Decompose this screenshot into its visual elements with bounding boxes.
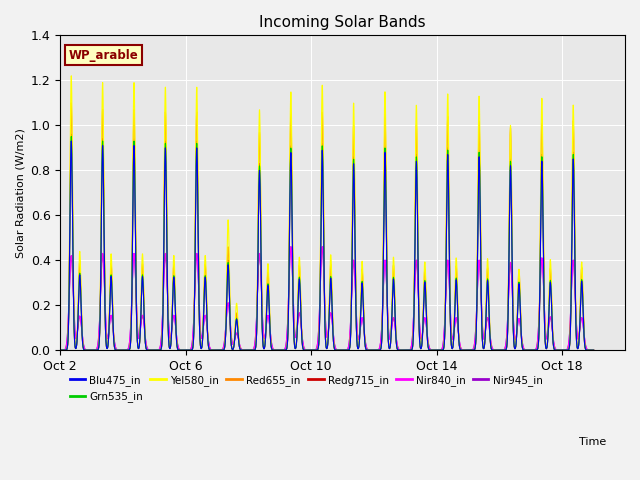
Legend: Blu475_in, Grn535_in, Yel580_in, Red655_in, Redg715_in, Nir840_in, Nir945_in: Blu475_in, Grn535_in, Yel580_in, Red655_… (65, 371, 547, 406)
Title: Incoming Solar Bands: Incoming Solar Bands (259, 15, 426, 30)
Y-axis label: Solar Radiation (W/m2): Solar Radiation (W/m2) (15, 128, 25, 258)
Text: WP_arable: WP_arable (68, 49, 138, 62)
Text: Time: Time (579, 437, 607, 447)
